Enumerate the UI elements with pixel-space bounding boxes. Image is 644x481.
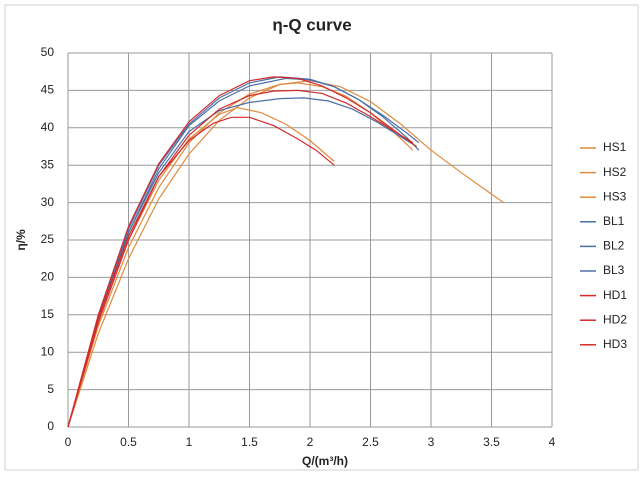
series-line [67, 77, 420, 428]
legend-label: BL3 [603, 263, 625, 277]
y-tick-label: 0 [47, 419, 54, 433]
series-line [67, 89, 414, 428]
x-tick-label: 1 [186, 435, 193, 449]
legend-label: BL1 [603, 214, 625, 228]
series-line [67, 76, 417, 428]
y-tick-label: 20 [41, 270, 55, 284]
y-tick-label: 15 [41, 307, 55, 321]
x-tick-label: 3.5 [483, 435, 500, 449]
x-axis-label: Q/(m³/h) [302, 454, 348, 468]
x-tick-label: 3 [428, 435, 435, 449]
legend-label: HD3 [603, 337, 627, 351]
y-tick-label: 5 [47, 382, 54, 396]
legend-label: HS3 [603, 189, 627, 203]
legend-label: BL2 [603, 239, 625, 253]
y-tick-label: 50 [41, 45, 55, 59]
y-tick-label: 10 [41, 344, 55, 358]
y-tick-label: 45 [41, 83, 55, 97]
y-tick-label: 25 [41, 232, 55, 246]
y-axis-label: η/% [14, 229, 28, 251]
y-tick-label: 40 [41, 120, 55, 134]
x-tick-label: 2.5 [362, 435, 379, 449]
legend-label: HD1 [603, 288, 627, 302]
series-line [67, 76, 420, 428]
legend-label: HD2 [603, 312, 627, 326]
legend-label: HS1 [603, 140, 627, 154]
x-tick-label: 4 [549, 435, 556, 449]
chart-title: η-Q curve [272, 15, 351, 34]
y-tick-label: 35 [41, 157, 55, 171]
legend-label: HS2 [603, 165, 627, 179]
x-tick-label: 0.5 [120, 435, 137, 449]
y-tick-label: 30 [41, 195, 55, 209]
x-tick-label: 1.5 [241, 435, 258, 449]
x-tick-label: 2 [307, 435, 314, 449]
series-line [67, 116, 335, 428]
x-tick-label: 0 [65, 435, 72, 449]
chart-frame [4, 4, 639, 471]
